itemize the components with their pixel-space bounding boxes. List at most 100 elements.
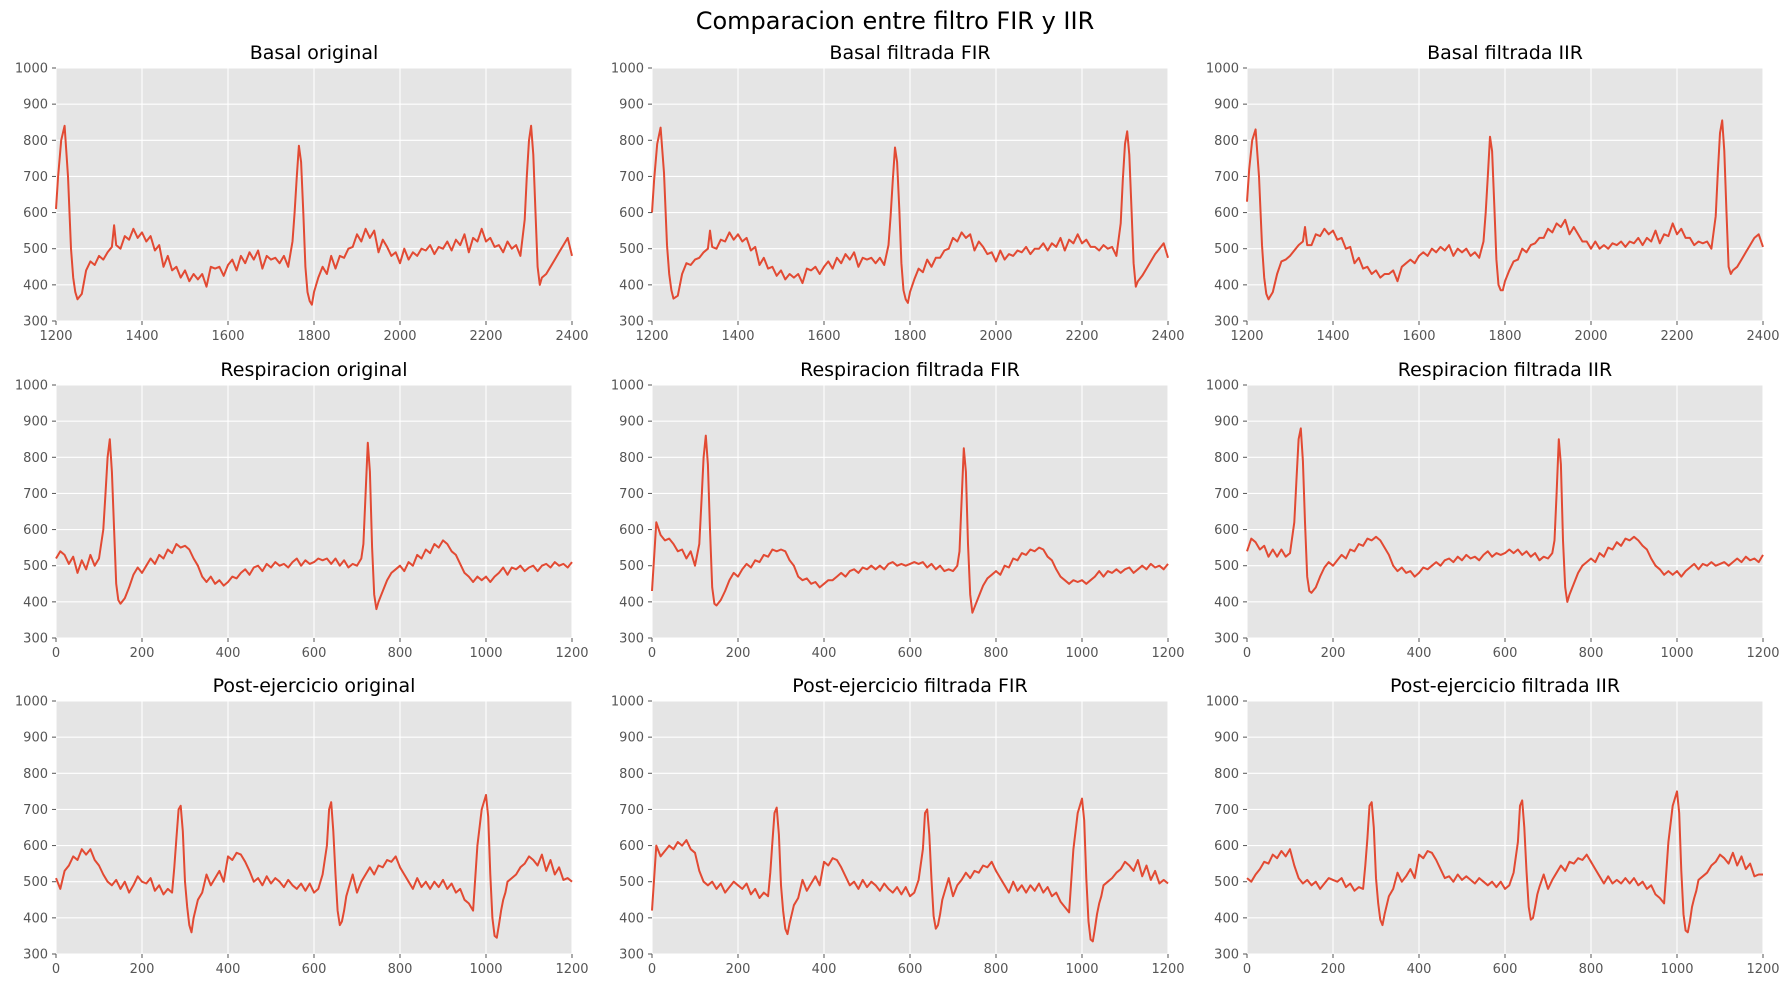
y-tick-label: 400	[23, 595, 48, 610]
y-tick-label: 500	[23, 559, 48, 574]
x-tick-label: 400	[812, 962, 837, 977]
x-tick-label: 2200	[469, 329, 502, 344]
x-tick-label: 600	[302, 962, 327, 977]
x-tick-label: 1000	[1065, 962, 1098, 977]
x-tick-label: 600	[1493, 646, 1518, 661]
series-line-basal-original	[55, 124, 573, 306]
y-tick-label: 900	[619, 98, 644, 113]
x-tick-label: 1800	[1488, 329, 1521, 344]
series-line-respiracion-original	[55, 438, 573, 611]
y-tick-label: 700	[619, 170, 644, 185]
subplot-title: Respiracion filtrada FIR	[800, 359, 1020, 381]
x-tick-label: 1000	[469, 646, 502, 661]
y-tick-label: 700	[619, 803, 644, 818]
x-tick-label: 0	[52, 962, 60, 977]
y-tick-label: 600	[619, 206, 644, 221]
x-tick-label: 1400	[1316, 329, 1349, 344]
y-tick-label: 400	[23, 911, 48, 926]
x-tick-label: 400	[216, 646, 241, 661]
y-tick-label: 600	[619, 839, 644, 854]
y-tick-label: 500	[1214, 559, 1239, 574]
subplot-basal-filtrada-iir: 1200 1400 1600 1800 2000 2200 2400 300 400 500 600…	[1206, 42, 1780, 344]
y-tick-label: 400	[1214, 278, 1239, 293]
subplots-grid: 1200 1400 1600 1800 2000 2200 2400300400500600…	[15, 42, 1780, 977]
y-tick-label: 800	[23, 134, 48, 149]
y-tick-label: 1000	[15, 62, 48, 77]
x-tick-label: 800	[388, 646, 413, 661]
x-tick-label: 800	[1579, 962, 1604, 977]
y-tick-label: 700	[23, 487, 48, 502]
x-tick-label: 600	[1493, 962, 1518, 977]
y-tick-label: 900	[23, 98, 48, 113]
x-tick-label: 1000	[1660, 646, 1693, 661]
y-tick-label: 300	[1214, 632, 1239, 647]
y-tick-label: 400	[619, 595, 644, 610]
x-tick-label: 0	[1243, 962, 1251, 977]
x-tick-label: 400	[1407, 646, 1432, 661]
subplot-respiracion-original: 0 200 400 600 800 1000 1200 300 400 500 600 700 800 9…	[15, 359, 589, 661]
subplot-title: Post-ejercicio filtrada FIR	[792, 675, 1027, 697]
y-tick-label: 500	[23, 875, 48, 890]
y-tick-label: 900	[1214, 98, 1239, 113]
y-tick-label: 1000	[611, 695, 644, 710]
y-tick-label: 400	[1214, 595, 1239, 610]
y-tick-label: 1000	[15, 695, 48, 710]
x-tick-label: 2000	[1574, 329, 1607, 344]
x-tick-label: 800	[984, 962, 1009, 977]
x-tick-label: 200	[726, 646, 751, 661]
y-tick-label: 1000	[1206, 62, 1239, 77]
x-tick-label: 200	[726, 962, 751, 977]
y-tick-label: 500	[1214, 242, 1239, 257]
x-tick-label: 400	[812, 646, 837, 661]
y-tick-label: 300	[1214, 315, 1239, 330]
y-tick-label: 600	[23, 523, 48, 538]
subplot-post-ejercicio-filtrada-fir: 0 200 400 600 800 1000 1200 300 400 500 600 700 800 9…	[611, 675, 1185, 977]
y-tick-label: 800	[619, 767, 644, 782]
x-tick-label: 1000	[469, 962, 502, 977]
subplot-title: Basal filtrada IIR	[1427, 42, 1583, 64]
x-tick-label: 1200	[635, 329, 668, 344]
x-tick-label: 0	[52, 646, 60, 661]
y-tick-label: 300	[1214, 948, 1239, 963]
x-tick-label: 2200	[1660, 329, 1693, 344]
y-tick-label: 800	[23, 767, 48, 782]
series-line-post-ejercicio-original	[55, 794, 573, 939]
subplot-basal-filtrada-fir: 1200 1400 1600 1800 2000 2200 2400 300 400 500 600…	[611, 42, 1185, 344]
y-tick-label: 400	[1214, 911, 1239, 926]
subplot-title: Post-ejercicio original	[213, 675, 416, 697]
subplot-post-ejercicio-filtrada-iir: 0 200 400 600 800 1000 1200 300 400 500 600 700 800 9…	[1206, 675, 1780, 977]
subplot-title: Basal filtrada FIR	[829, 42, 990, 64]
y-tick-label: 300	[23, 632, 48, 647]
y-tick-label: 500	[23, 242, 48, 257]
x-tick-label: 0	[648, 646, 656, 661]
y-tick-label: 600	[1214, 523, 1239, 538]
y-tick-label: 1000	[1206, 379, 1239, 394]
y-tick-label: 800	[619, 134, 644, 149]
y-tick-label: 500	[619, 242, 644, 257]
y-tick-label: 700	[619, 487, 644, 502]
subplot-title: Respiracion original	[220, 359, 407, 381]
x-tick-label: 1200	[555, 646, 588, 661]
series-line-post-ejercicio-filtrada-fir	[651, 797, 1169, 943]
x-tick-label: 400	[1407, 962, 1432, 977]
x-tick-label: 1400	[721, 329, 754, 344]
y-tick-label: 700	[23, 170, 48, 185]
y-tick-label: 300	[23, 948, 48, 963]
y-tick-label: 900	[1214, 731, 1239, 746]
y-tick-label: 500	[1214, 875, 1239, 890]
y-tick-label: 900	[619, 731, 644, 746]
x-tick-label: 1800	[893, 329, 926, 344]
series-line-post-ejercicio-filtrada-iir	[1246, 790, 1763, 934]
x-tick-label: 1600	[1402, 329, 1435, 344]
y-tick-label: 400	[23, 278, 48, 293]
x-tick-label: 1400	[125, 329, 158, 344]
y-tick-label: 600	[23, 206, 48, 221]
x-tick-label: 600	[898, 962, 923, 977]
x-tick-label: 800	[388, 962, 413, 977]
series-line-basal-filtrada-fir	[651, 126, 1169, 304]
series-line-respiracion-filtrada-fir	[651, 434, 1169, 614]
x-tick-label: 0	[648, 962, 656, 977]
y-tick-label: 700	[1214, 803, 1239, 818]
y-tick-label: 600	[619, 523, 644, 538]
